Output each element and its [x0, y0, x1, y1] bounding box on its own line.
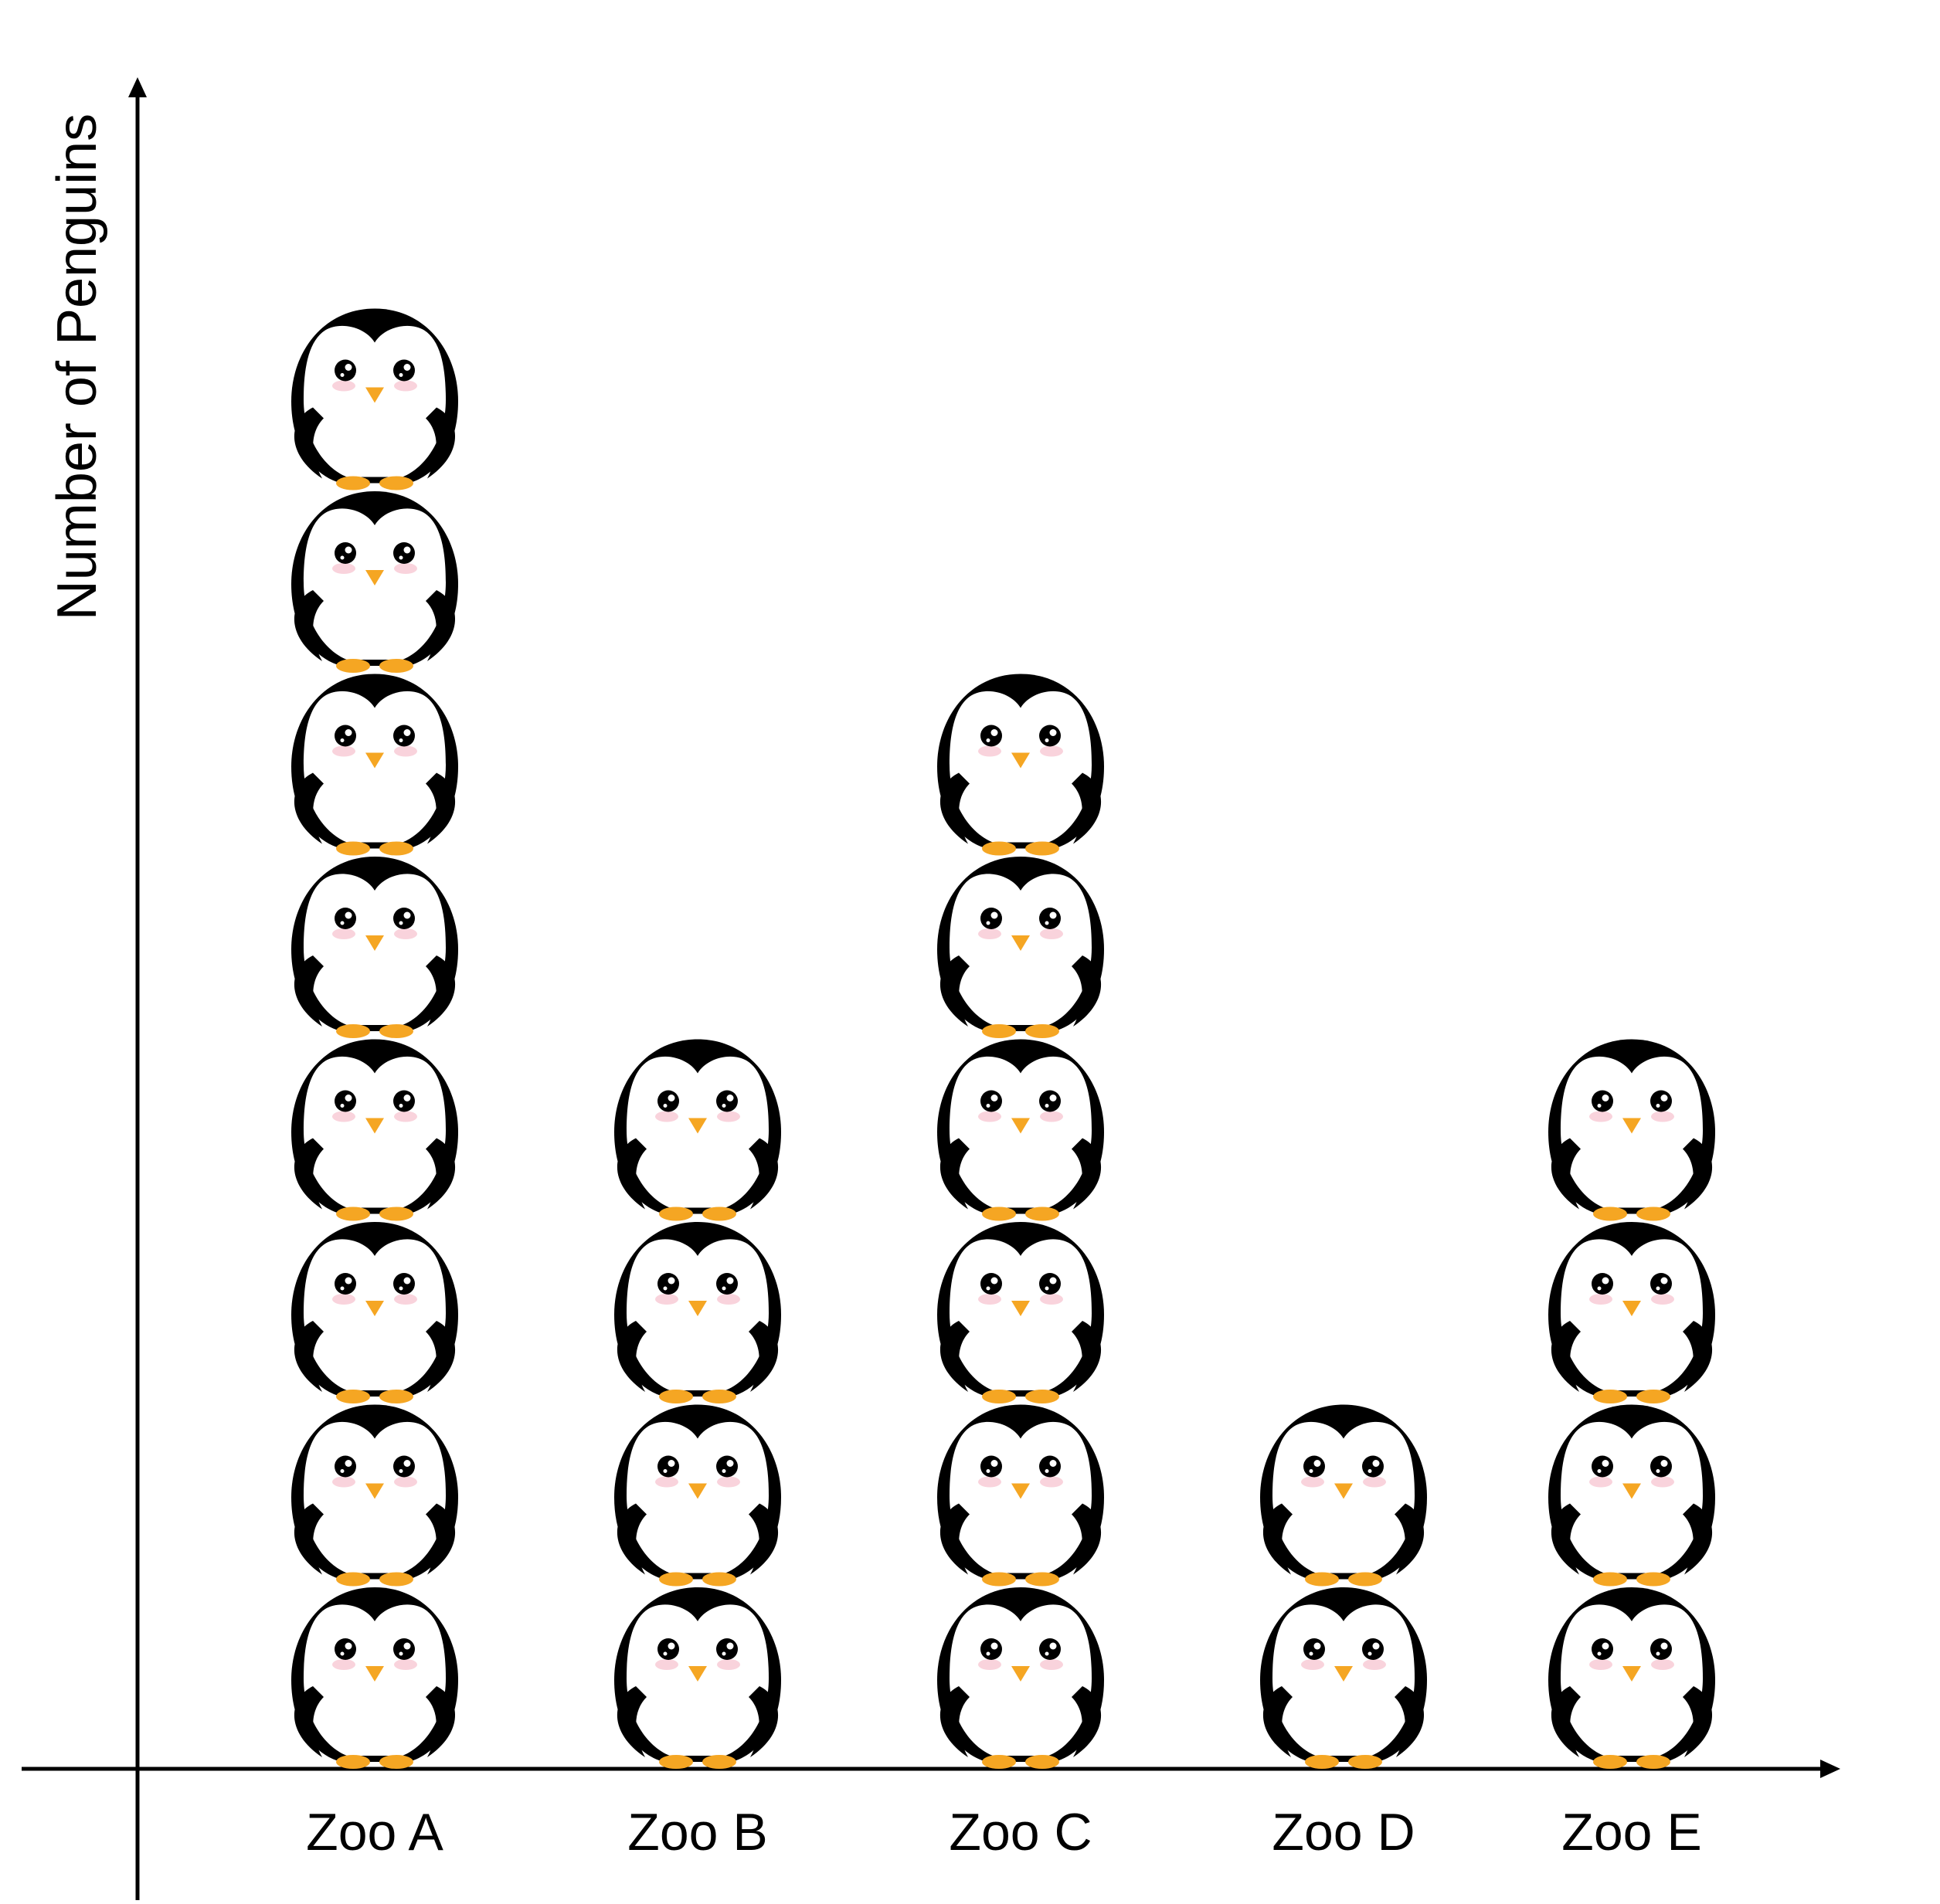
x-axis-arrow [1820, 1760, 1840, 1778]
category-label-zoo-c: Zoo C [949, 1803, 1092, 1862]
penguin-icon [291, 1039, 458, 1221]
penguin-icon [291, 491, 458, 673]
penguin-icon [937, 1587, 1104, 1769]
category-label-zoo-d: Zoo D [1272, 1803, 1415, 1862]
penguin-icon [1548, 1587, 1715, 1769]
penguin-icon [291, 1587, 458, 1769]
category-label-zoo-e: Zoo E [1561, 1803, 1701, 1862]
penguin-icon [291, 308, 458, 490]
penguin-icon [1548, 1039, 1715, 1221]
penguin-icon [937, 1222, 1104, 1403]
penguin-icon [291, 674, 458, 856]
penguin-icon [1260, 1587, 1427, 1769]
penguin-icon [614, 1587, 781, 1769]
penguin-icon [937, 1404, 1104, 1587]
penguin-icon [614, 1222, 781, 1403]
y-axis-arrow [128, 77, 147, 97]
penguin-icon [1548, 1222, 1715, 1403]
penguin-icon [937, 674, 1104, 856]
category-labels: Zoo A Zoo B Zoo C Zoo D Zoo E [306, 1803, 1702, 1862]
category-label-zoo-b: Zoo B [627, 1803, 767, 1862]
penguin-icon [1548, 1404, 1715, 1587]
penguin-icon [937, 857, 1104, 1038]
penguin-icon [291, 857, 458, 1038]
penguin-icon [614, 1039, 781, 1221]
penguin-icon [614, 1404, 781, 1587]
category-label-zoo-a: Zoo A [306, 1803, 443, 1862]
penguin-icon [291, 1222, 458, 1403]
penguin-icon [291, 1404, 458, 1587]
y-axis-label: Number of Penguins [46, 114, 108, 620]
penguin-icon [1260, 1404, 1427, 1587]
penguin-stacks [291, 308, 1715, 1769]
penguin-icon [937, 1039, 1104, 1221]
